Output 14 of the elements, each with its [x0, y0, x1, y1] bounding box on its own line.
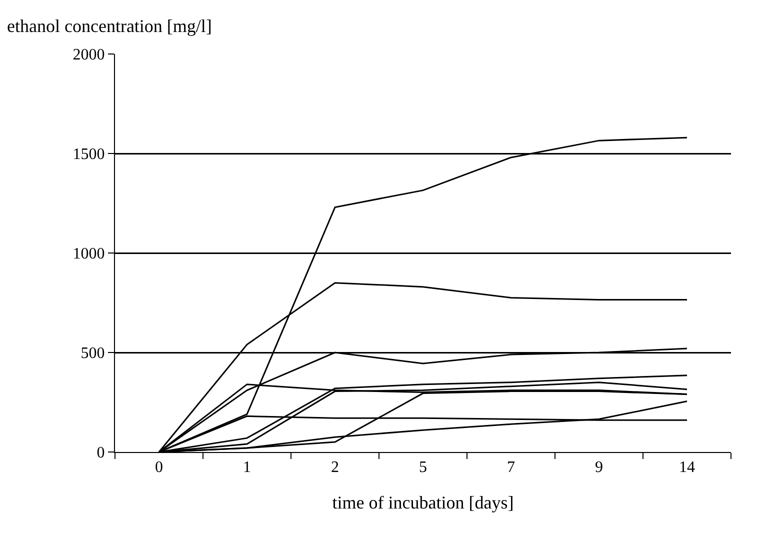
- y-tick-label: 500: [80, 345, 105, 362]
- x-axis-title: time of incubation [days]: [332, 492, 514, 512]
- x-tick-label: 0: [155, 459, 163, 476]
- x-tick-label: 2: [331, 459, 339, 476]
- x-tick-label: 9: [595, 459, 603, 476]
- y-tick-label: 0: [96, 444, 105, 462]
- x-tick-label: 5: [419, 459, 427, 476]
- y-tick-label: 1000: [72, 246, 105, 263]
- x-tick-label: 7: [507, 459, 515, 476]
- y-tick-label: 1500: [72, 146, 105, 164]
- y-axis-title: ethanol concentration [mg/l]: [7, 16, 212, 36]
- y-tick-label: 2000: [72, 46, 105, 64]
- x-tick-label: 14: [679, 459, 695, 476]
- x-tick-label: 1: [243, 459, 251, 476]
